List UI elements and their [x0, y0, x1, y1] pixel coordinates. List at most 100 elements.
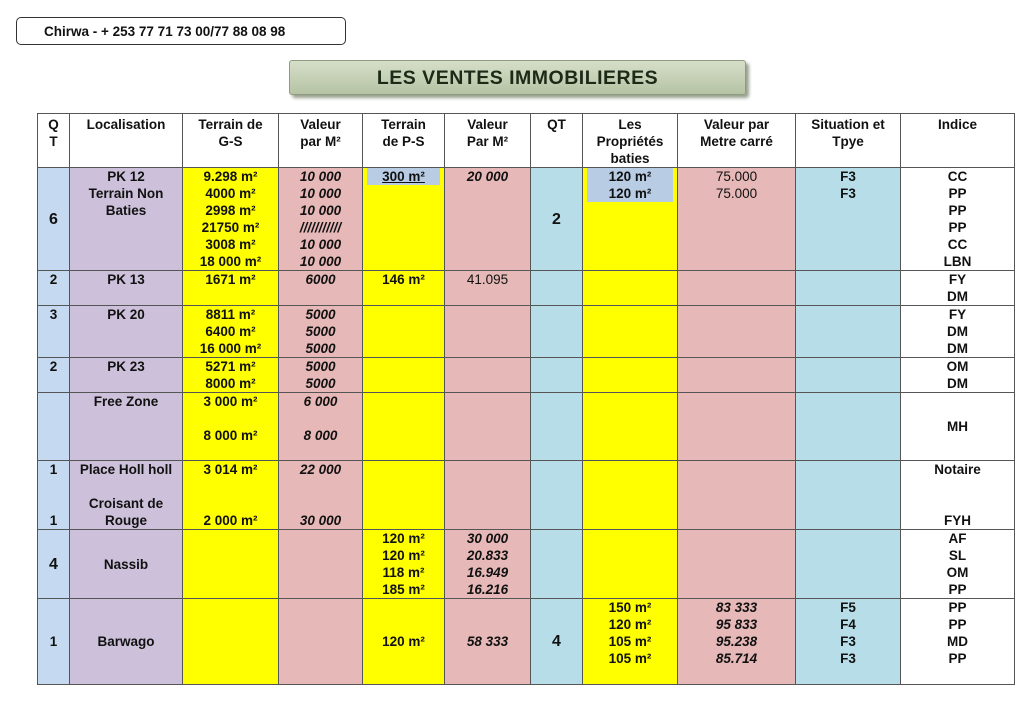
cell-value: 95.238 — [715, 634, 758, 649]
cell-terrain-ps: 120 m² — [362, 598, 445, 685]
cell-situation-type — [795, 529, 901, 599]
cell-value: Barwago — [97, 634, 155, 649]
cell-value: 8000 m² — [205, 376, 256, 391]
header-situation-type: Situation et Tpye — [795, 113, 901, 168]
cell-qt2 — [530, 357, 583, 393]
header-text: Valeur par — [703, 117, 770, 132]
cell-value: 10 000 — [299, 254, 342, 269]
cell-valeur-ps: 58 333 — [444, 598, 531, 685]
table-row: 2 PK 23 5271 m² 8000 m² 5000 5000 OM DM — [37, 357, 1015, 393]
cell-proprietes-baties: 120 m² 120 m² — [582, 167, 678, 271]
cell-value: Nassib — [103, 556, 149, 572]
cell-value: 5000 — [305, 324, 336, 339]
cell-terrain-ps — [362, 460, 445, 530]
cell-value: 118 m² — [382, 565, 425, 580]
cell-qt2 — [530, 529, 583, 599]
cell-valeur-ps: 20 000 — [444, 167, 531, 271]
cell-value: 4 — [49, 555, 58, 573]
header-text: T — [49, 134, 58, 149]
cell-valeur-metre-carre — [677, 357, 796, 393]
cell-indice: AF SL OM PP — [900, 529, 1015, 599]
cell-valeur-ps — [444, 392, 531, 461]
table-row: 1 1 Place Holl holl Croisant de Rouge 3 014 m… — [37, 460, 1015, 530]
cell-value: F3 — [840, 186, 856, 201]
cell-localisation: PK 12 Terrain Non Baties — [69, 167, 183, 271]
cell-value — [184, 410, 278, 427]
cell-valeur-metre-carre: 83 333 95 833 95.238 85.714 — [677, 598, 796, 685]
cell-value: AF — [948, 531, 967, 546]
cell-value: CC — [947, 169, 968, 184]
cell-value: 120 m² — [587, 168, 673, 185]
cell-localisation: Barwago — [69, 598, 183, 685]
cell-value: PP — [948, 220, 967, 235]
cell-value: PK 13 — [107, 272, 145, 287]
cell-value: FY — [948, 272, 967, 287]
cell-value: F3 — [840, 634, 856, 649]
cell-valeur-gs: 10 000 10 000 10 000 /////////// 10 000 10 00… — [278, 167, 363, 271]
cell-value: 2 — [49, 272, 58, 287]
cell-value: 105 m² — [608, 651, 652, 666]
header-row: Q T Localisation Terrain de G-S Valeur par M² T… — [37, 113, 1015, 168]
cell-value: 6 — [49, 210, 58, 228]
cell-proprietes-baties — [582, 357, 678, 393]
cell-value: 30 000 — [466, 531, 509, 546]
cell-value: 2998 m² — [205, 203, 256, 218]
cell-valeur-gs: 6000 — [278, 270, 363, 306]
cell-value: DM — [947, 341, 968, 356]
cell-valeur-gs: 6 000 8 000 — [278, 392, 363, 461]
cell-value: 5000 — [305, 341, 336, 356]
header-text: Situation et — [811, 117, 885, 132]
cell-value: 120 m² — [608, 617, 652, 632]
cell-terrain-gs: 1671 m² — [182, 270, 279, 306]
cell-valeur-ps — [444, 357, 531, 393]
cell-value — [902, 495, 1014, 512]
cell-terrain-ps: 300 m² — [362, 167, 445, 271]
header-text: Tpye — [832, 134, 864, 149]
cell-valeur-gs: 22 000 30 000 — [278, 460, 363, 530]
cell-qt: 4 — [37, 529, 70, 599]
cell-terrain-ps — [362, 392, 445, 461]
cell-value: 8811 m² — [205, 307, 256, 322]
header-text: Par M² — [466, 134, 509, 149]
cell-value: PP — [948, 600, 967, 615]
cell-value: 16 000 m² — [199, 341, 262, 356]
cell-terrain-gs — [182, 598, 279, 685]
cell-value: Terrain Non — [88, 186, 164, 201]
cell-qt: 6 — [37, 167, 70, 271]
cell-valeur-gs — [278, 529, 363, 599]
cell-value: 1 — [49, 634, 58, 649]
cell-qt — [37, 392, 70, 461]
cell-value: Rouge — [105, 513, 147, 528]
cell-value: 3 — [49, 307, 58, 322]
cell-valeur-gs: 5000 5000 — [278, 357, 363, 393]
cell-value: 6400 m² — [205, 324, 256, 339]
sales-table: Q T Localisation Terrain de G-S Valeur par M² T… — [37, 113, 1015, 685]
cell-value: 146 m² — [382, 272, 425, 287]
cell-value — [280, 478, 362, 495]
cell-value — [280, 410, 362, 427]
header-proprietes-baties: Les Propriétés baties — [582, 113, 678, 168]
cell-qt2 — [530, 305, 583, 358]
cell-value: F5 — [840, 600, 856, 615]
cell-value: F4 — [840, 617, 856, 632]
cell-situation-type — [795, 392, 901, 461]
cell-situation-type — [795, 270, 901, 306]
cell-value: 1 — [49, 513, 58, 528]
cell-value: F3 — [840, 169, 856, 184]
cell-qt2: 4 — [530, 598, 583, 685]
cell-valeur-metre-carre — [677, 529, 796, 599]
cell-value: OM — [946, 565, 969, 580]
cell-value — [184, 495, 278, 512]
cell-localisation: Free Zone — [69, 392, 183, 461]
cell-terrain-ps — [362, 305, 445, 358]
cell-value: PK 20 — [107, 307, 145, 322]
header-terrain-gs: Terrain de G-S — [182, 113, 279, 168]
header-qt2: QT — [530, 113, 583, 168]
cell-qt2 — [530, 270, 583, 306]
table-row: Free Zone 3 000 m² 8 000 m² 6 000 8 000 MH — [37, 392, 1015, 461]
cell-situation-type — [795, 357, 901, 393]
cell-value: PK 12 — [107, 169, 145, 184]
cell-valeur-ps: 30 000 20.833 16.949 16.216 — [444, 529, 531, 599]
cell-value: 105 m² — [608, 634, 652, 649]
